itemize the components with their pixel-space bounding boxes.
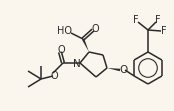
Text: O: O (119, 65, 127, 75)
Text: O: O (91, 24, 99, 34)
Text: F: F (161, 26, 167, 36)
Polygon shape (82, 39, 89, 52)
Text: N: N (73, 59, 81, 69)
Text: HO: HO (57, 26, 73, 36)
Text: F: F (133, 15, 139, 25)
Polygon shape (107, 68, 120, 71)
Text: F: F (155, 15, 161, 25)
Text: O: O (50, 71, 58, 81)
Text: O: O (57, 45, 65, 55)
